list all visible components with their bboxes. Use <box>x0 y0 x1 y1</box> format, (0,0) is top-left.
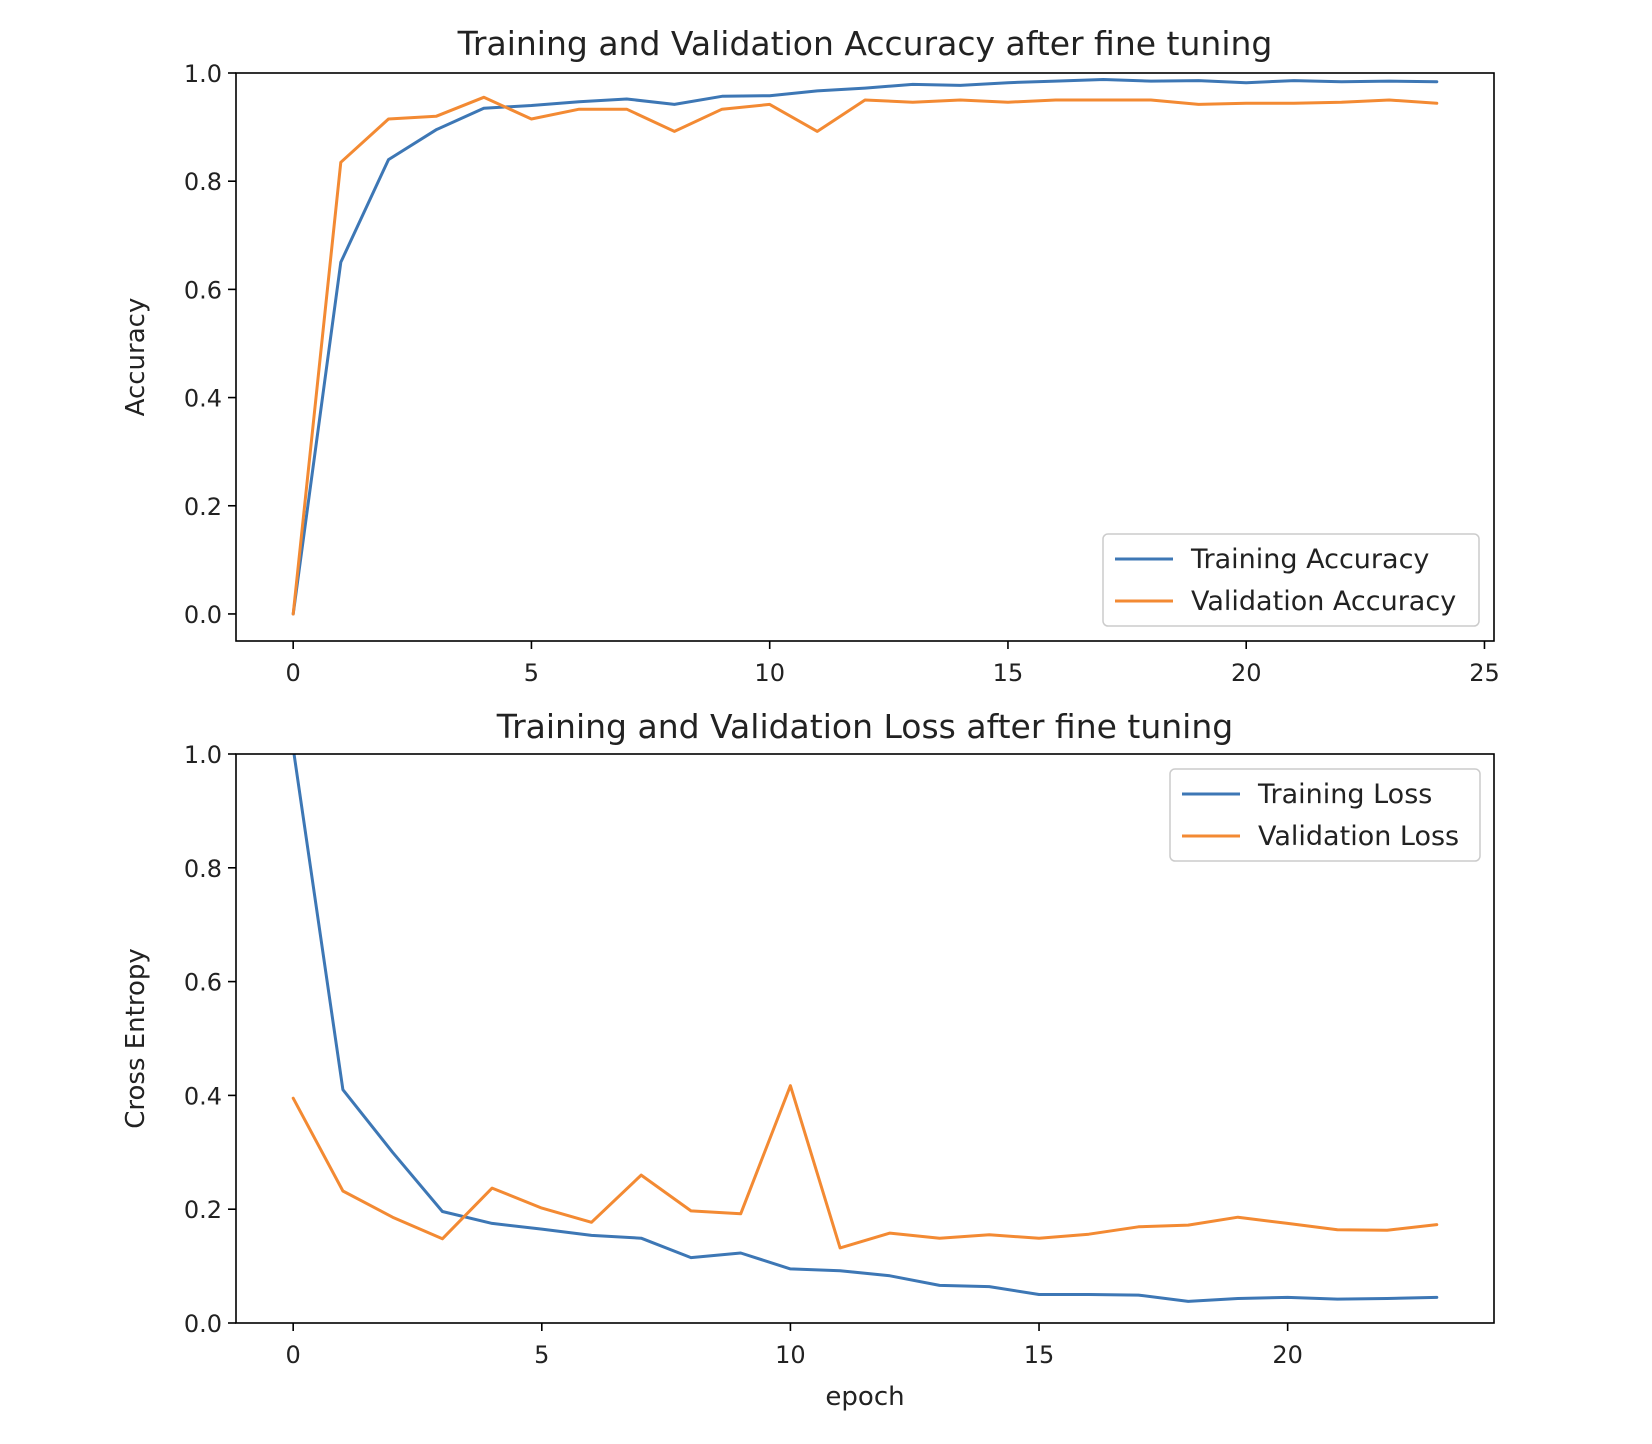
x-tick-label: 25 <box>1469 659 1500 687</box>
axes-frame <box>235 753 1495 1324</box>
training-loss-line <box>292 754 1439 1303</box>
y-tick-label: 0.2 <box>184 493 222 521</box>
y-tick-label: 0.2 <box>184 1196 222 1224</box>
legend: Training Accuracy Validation Accuracy <box>1102 533 1480 627</box>
axes-frame <box>235 72 1495 642</box>
chart-title: Training and Validation Loss after fine … <box>496 707 1233 746</box>
y-tick-label: 0.8 <box>184 168 222 196</box>
legend-box <box>1169 768 1481 862</box>
validation-accuracy-line <box>291 95 1439 616</box>
loss-chart: 0 5 10 15 20 0.0 0.2 0.4 0.6 0.8 1.0 Training and V… <box>121 707 1495 1412</box>
legend-label: Validation Loss <box>1258 821 1459 852</box>
x-tick-label: 5 <box>534 1341 549 1369</box>
validation-loss-line <box>291 1084 1439 1250</box>
x-tick-label: 0 <box>286 659 301 687</box>
x-tick-label: 10 <box>754 659 785 687</box>
y-tick-label: 0.6 <box>184 276 222 304</box>
y-tick-label: 0.4 <box>184 385 222 413</box>
legend-label: Validation Accuracy <box>1191 586 1456 617</box>
y-tick-label: 0.4 <box>184 1082 222 1110</box>
y-tick-label: 0.0 <box>184 1310 222 1338</box>
x-tick-label: 0 <box>286 1341 301 1369</box>
legend-label: Training Loss <box>1257 779 1432 810</box>
x-tick-label: 5 <box>524 659 539 687</box>
y-tick-label: 0.0 <box>184 601 222 629</box>
series-group <box>291 754 1439 1303</box>
y-tick-label: 0.8 <box>184 855 222 883</box>
x-tick-label: 10 <box>775 1341 806 1369</box>
y-axis-label: Cross Entropy <box>121 948 151 1129</box>
x-tick-label: 15 <box>993 659 1024 687</box>
chart-title: Training and Validation Accuracy after f… <box>457 24 1273 63</box>
accuracy-chart: 0 5 10 15 20 25 0.0 0.2 0.4 0.6 0.8 1.0 Training and… <box>121 24 1500 687</box>
x-tick-label: 15 <box>1024 1341 1055 1369</box>
legend-box <box>1102 533 1480 627</box>
x-tick-label: 20 <box>1272 1341 1303 1369</box>
y-axis-label: Accuracy <box>121 298 151 417</box>
x-axis-label: epoch <box>825 1382 904 1412</box>
y-tick-label: 1.0 <box>184 60 222 88</box>
legend-label: Training Accuracy <box>1190 544 1429 575</box>
y-tick-label: 1.0 <box>184 741 222 769</box>
x-tick-label: 20 <box>1231 659 1262 687</box>
series-group <box>291 78 1439 616</box>
y-tick-label: 0.6 <box>184 969 222 997</box>
training-accuracy-line <box>291 78 1439 616</box>
legend: Training Loss Validation Loss <box>1169 768 1481 862</box>
